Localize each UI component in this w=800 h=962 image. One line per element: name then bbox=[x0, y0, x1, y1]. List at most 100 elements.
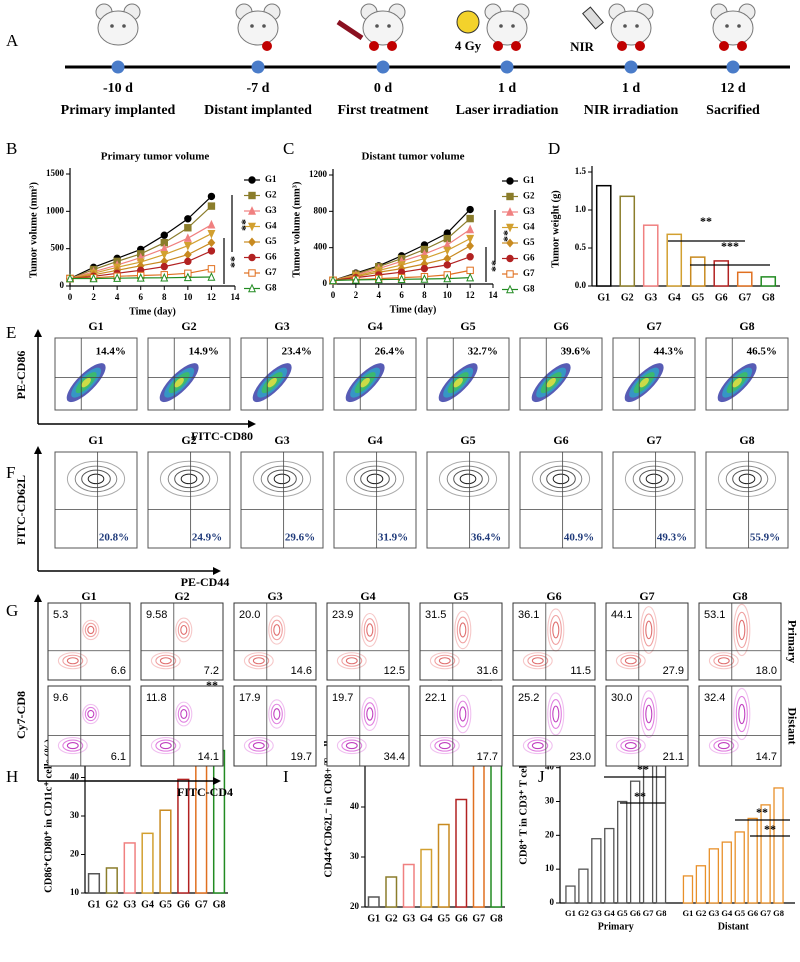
legend-marker bbox=[506, 238, 514, 248]
legend-marker bbox=[248, 191, 256, 200]
marker bbox=[443, 254, 452, 264]
x-tick-label: G8 bbox=[762, 292, 775, 303]
panel-label: B bbox=[6, 139, 17, 158]
contour bbox=[361, 612, 379, 647]
marker bbox=[184, 224, 192, 232]
bar bbox=[455, 798, 468, 908]
contour bbox=[632, 465, 676, 493]
legend-label: G6 bbox=[265, 252, 277, 262]
x-tick-label: G7 bbox=[760, 908, 772, 918]
density-cloud bbox=[267, 377, 277, 388]
contour bbox=[522, 652, 553, 670]
mouse-eye bbox=[110, 24, 114, 28]
x-axis-label: FITC-CD80 bbox=[191, 429, 253, 443]
legend-label: G3 bbox=[523, 206, 535, 216]
arrow-head bbox=[248, 420, 256, 428]
plot-frame bbox=[705, 451, 789, 549]
x-tick-label: G7 bbox=[472, 913, 485, 924]
plot-frame bbox=[333, 451, 417, 549]
y-tick-label: 30 bbox=[545, 796, 555, 806]
arrow-head bbox=[34, 446, 42, 454]
x-tick-label: G6 bbox=[455, 913, 468, 924]
marker bbox=[466, 205, 474, 214]
legend-marker bbox=[248, 222, 256, 232]
marker bbox=[466, 272, 475, 282]
panel-label: A bbox=[6, 31, 19, 50]
contour bbox=[84, 706, 97, 722]
marker bbox=[160, 272, 169, 282]
tumor bbox=[511, 41, 521, 51]
contour bbox=[366, 623, 374, 637]
marker bbox=[136, 273, 145, 282]
legend-marker bbox=[248, 176, 256, 184]
row-label: Distant bbox=[785, 707, 799, 744]
gate-percentage: 29.6% bbox=[285, 532, 315, 544]
contour bbox=[252, 742, 265, 750]
timepoint bbox=[500, 60, 514, 74]
marker bbox=[207, 247, 216, 255]
contour bbox=[366, 473, 384, 485]
density-cloud bbox=[81, 377, 91, 388]
syringe bbox=[336, 19, 364, 41]
x-axis-label: Time (day) bbox=[390, 304, 437, 315]
x-tick-label: 14 bbox=[489, 290, 499, 300]
y-tick-label: 10 bbox=[70, 887, 80, 897]
y-tick-label: 400 bbox=[314, 242, 328, 252]
contour bbox=[552, 621, 560, 639]
contour bbox=[738, 473, 756, 485]
contour bbox=[180, 624, 188, 635]
x-tick-label: 10 bbox=[183, 292, 193, 302]
contour bbox=[713, 739, 735, 752]
density-cloud bbox=[639, 377, 649, 388]
contour bbox=[645, 473, 663, 485]
y-axis-label: Tumor volume (mm³) bbox=[28, 182, 39, 278]
mouse-head bbox=[610, 10, 652, 46]
group-label: G3 bbox=[274, 319, 289, 333]
x-tick-label: G4 bbox=[721, 908, 733, 918]
x-tick-label: G8 bbox=[490, 913, 503, 924]
contour bbox=[175, 701, 193, 727]
mouse-eye bbox=[262, 24, 266, 28]
x-tick-label: 2 bbox=[91, 292, 96, 302]
y-tick-label: 1.0 bbox=[575, 204, 587, 214]
marker bbox=[207, 272, 216, 281]
mouse-eye bbox=[122, 24, 126, 28]
contour bbox=[175, 617, 193, 643]
tumor bbox=[737, 41, 747, 51]
marker bbox=[183, 233, 192, 242]
y-axis-label: Tumor weight (g) bbox=[550, 190, 561, 268]
x-tick-label: G1 bbox=[367, 913, 380, 924]
contour bbox=[735, 695, 748, 733]
marker bbox=[160, 250, 169, 260]
event-name: Laser irradiation bbox=[456, 103, 559, 118]
x-tick-label: 12 bbox=[466, 290, 476, 300]
marker bbox=[466, 214, 474, 223]
contour bbox=[243, 652, 274, 670]
quadrant-value: 7.2 bbox=[204, 665, 219, 677]
x-tick-label: G4 bbox=[604, 908, 616, 918]
group-label: G7 bbox=[646, 433, 661, 447]
legend-label: G8 bbox=[265, 283, 277, 293]
legend-label: G1 bbox=[523, 175, 535, 185]
mouse-head bbox=[712, 10, 754, 46]
contour bbox=[150, 737, 181, 755]
x-tick-label: 14 bbox=[231, 292, 241, 302]
y-tick-label: 10 bbox=[545, 863, 555, 873]
bar bbox=[123, 842, 136, 894]
gate-percentage: 49.3% bbox=[657, 532, 687, 544]
bar bbox=[619, 195, 636, 287]
contour bbox=[531, 742, 544, 750]
contour bbox=[82, 619, 100, 641]
marker bbox=[113, 273, 122, 282]
y-tick-label: 0.0 bbox=[575, 280, 587, 290]
contour bbox=[66, 657, 79, 665]
contour bbox=[546, 469, 576, 489]
marker bbox=[443, 261, 451, 269]
y-tick-label: 20 bbox=[545, 829, 555, 839]
quadrant-value: 53.1 bbox=[704, 609, 725, 621]
quadrant-value: 31.5 bbox=[425, 609, 446, 621]
legend-marker bbox=[248, 269, 256, 277]
marker bbox=[466, 234, 475, 244]
bar bbox=[734, 831, 745, 904]
